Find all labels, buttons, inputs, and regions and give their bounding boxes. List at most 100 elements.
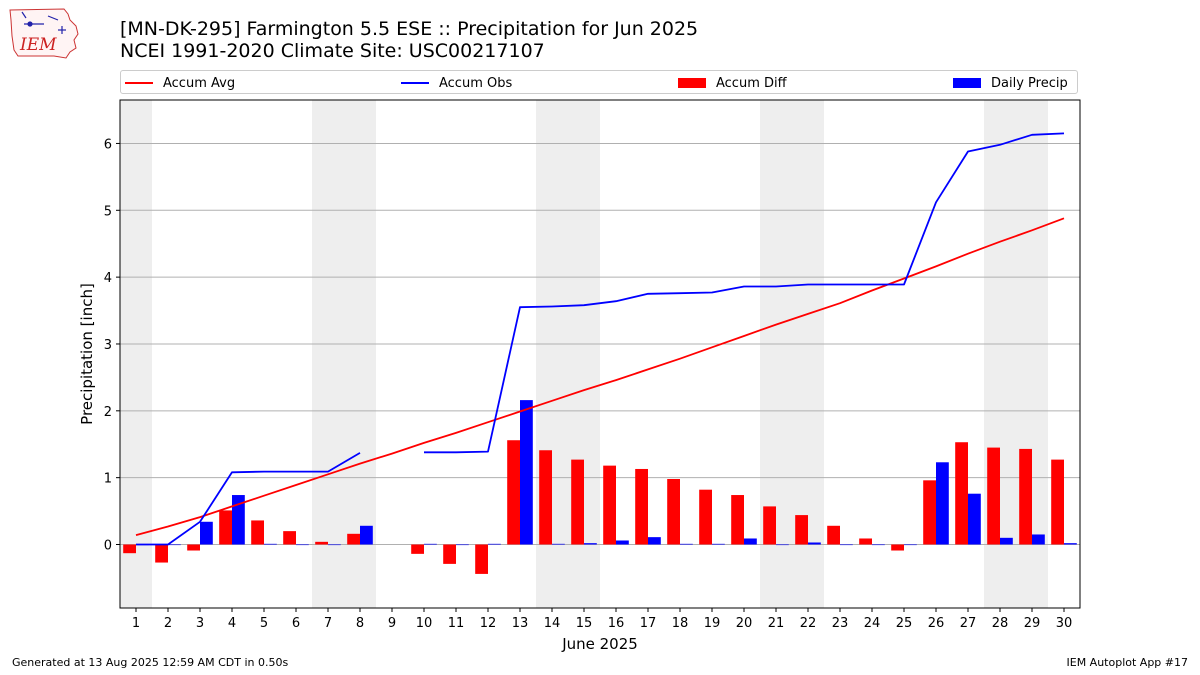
x-tick-label: 30	[1056, 616, 1073, 631]
y-tick-label: 6	[104, 137, 112, 152]
daily-precip-bar-day-8	[360, 525, 373, 545]
accum-diff-bar-day-10	[411, 544, 424, 554]
daily-precip-bar-day-4	[232, 495, 245, 545]
y-tick-label: 4	[104, 271, 112, 286]
accum-avg-line	[135, 217, 1065, 536]
x-tick-label: 5	[260, 616, 268, 631]
daily-precip-bar-day-18	[680, 543, 693, 545]
x-tick-label: 22	[800, 616, 817, 631]
x-tick-label: 28	[992, 616, 1009, 631]
accum-diff-bar-day-29	[1019, 448, 1032, 545]
logo-text: IEM	[19, 35, 57, 55]
accum-diff-bar-day-23	[827, 525, 840, 545]
lines	[135, 132, 1065, 546]
accum-diff-bar-day-27	[955, 442, 968, 545]
daily-precip-bar-day-12	[488, 543, 501, 545]
legend-item-daily-precip: Daily Precip	[953, 74, 1068, 92]
footer-generated: Generated at 13 Aug 2025 12:59 AM CDT in…	[12, 656, 289, 669]
daily-precip-bar-day-15	[584, 543, 597, 545]
x-tick-label: 9	[388, 616, 396, 631]
footer-app: IEM Autoplot App #17	[1066, 656, 1189, 669]
y-tick-label: 5	[104, 204, 112, 219]
weekend-shade-day-8	[344, 100, 376, 608]
accum-diff-bar-day-20	[731, 495, 744, 545]
daily-precip-bar-day-25	[904, 544, 917, 546]
x-tick-label: 2	[164, 616, 172, 631]
accum-diff-bar-day-12	[475, 544, 488, 574]
x-tick-label: 1	[132, 616, 140, 631]
x-tick-label: 20	[736, 616, 753, 631]
accum-diff-bar-day-21	[763, 506, 776, 545]
x-tick-label: 4	[228, 616, 236, 631]
legend-swatch-accum-diff	[678, 78, 706, 88]
accum-diff-bar-day-7	[315, 541, 328, 545]
legend-item-accum-diff: Accum Diff	[678, 74, 787, 92]
legend-swatch-daily-precip	[953, 78, 981, 88]
chart-title: [MN-DK-295] Farmington 5.5 ESE :: Precip…	[120, 18, 699, 40]
iem-logo: IEM	[9, 8, 79, 59]
x-tick-label: 27	[960, 616, 977, 631]
accum-diff-bar-day-24	[859, 538, 872, 545]
bars	[123, 400, 1077, 574]
accum-diff-bar-day-28	[987, 447, 1000, 545]
daily-precip-bar-day-6	[296, 544, 309, 546]
x-tick-label: 16	[608, 616, 625, 631]
accum-diff-bar-day-3	[187, 544, 200, 551]
daily-precip-bar-day-27	[968, 493, 981, 545]
accum-diff-bar-day-16	[603, 465, 616, 545]
y-tick-label: 1	[104, 472, 112, 487]
daily-precip-bar-day-10	[424, 543, 437, 545]
weather-symbols-icon	[21, 11, 66, 34]
daily-precip-bar-day-2	[168, 544, 181, 546]
daily-precip-bar-day-30	[1064, 543, 1077, 545]
y-axis-label: Precipitation [inch]	[78, 283, 96, 425]
chart-subtitle: NCEI 1991-2020 Climate Site: USC00217107	[120, 40, 545, 62]
plot-frame	[119, 99, 1081, 609]
x-tick-label: 24	[864, 616, 881, 631]
x-tick-label: 11	[448, 616, 465, 631]
daily-precip-bar-day-19	[712, 543, 725, 545]
accum-diff-bar-day-17	[635, 468, 648, 545]
daily-precip-bar-day-7	[328, 544, 341, 546]
x-tick-label: 3	[196, 616, 204, 631]
daily-precip-bar-day-5	[264, 543, 277, 545]
accum-diff-bar-day-18	[667, 478, 680, 545]
accum-diff-bar-day-5	[251, 520, 264, 545]
x-axis-label: June 2025	[561, 635, 638, 653]
daily-precip-bar-day-14	[552, 543, 565, 545]
legend-swatch-accum-avg	[125, 82, 153, 84]
x-tick-label: 10	[416, 616, 433, 631]
accum-diff-bar-day-30	[1051, 459, 1064, 545]
legend-label-accum-avg: Accum Avg	[163, 75, 236, 91]
daily-precip-bar-day-29	[1032, 534, 1045, 545]
accum-diff-bar-day-14	[539, 450, 552, 545]
accum-diff-bar-day-8	[347, 533, 360, 545]
iowa-outline-icon	[9, 8, 79, 59]
accum-diff-bar-day-13	[507, 440, 520, 545]
x-tick-label: 13	[512, 616, 529, 631]
daily-precip-bar-day-24	[872, 544, 885, 546]
x-tick-label: 25	[896, 616, 913, 631]
x-tick-label: 26	[928, 616, 945, 631]
x-tick-label: 21	[768, 616, 785, 631]
x-tick-label: 23	[832, 616, 849, 631]
daily-precip-bar-day-23	[840, 544, 853, 546]
x-tick-label: 17	[640, 616, 657, 631]
legend-label-accum-diff: Accum Diff	[716, 75, 787, 91]
gridlines	[120, 142, 1080, 545]
accum-diff-bar-day-1	[123, 544, 136, 554]
daily-precip-bar-day-21	[776, 544, 789, 546]
daily-precip-bar-day-16	[616, 540, 629, 545]
accum-diff-bar-day-22	[795, 515, 808, 545]
legend-label-daily-precip: Daily Precip	[991, 75, 1068, 91]
accum-diff-bar-day-25	[891, 544, 904, 551]
legend-swatch-accum-obs	[401, 82, 429, 84]
weekend-shade-day-7	[312, 100, 344, 608]
daily-precip-bar-day-17	[648, 537, 661, 545]
daily-precip-bar-day-3	[200, 521, 213, 545]
accum-diff-bar-day-19	[699, 489, 712, 545]
x-tick-label: 15	[576, 616, 593, 631]
x-tick-label: 12	[480, 616, 497, 631]
